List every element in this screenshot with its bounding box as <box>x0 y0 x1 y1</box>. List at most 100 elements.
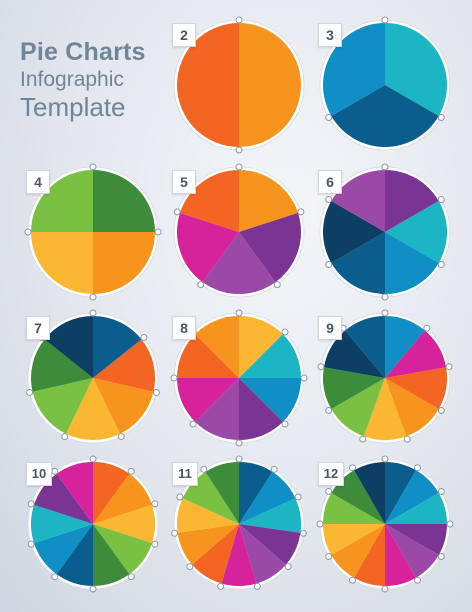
chart-number-badge: 12 <box>318 462 344 486</box>
pie-slice <box>177 334 239 378</box>
divider-dot <box>349 576 356 584</box>
divider-dot <box>217 582 225 590</box>
divider-dot <box>27 540 35 548</box>
divider-dot <box>173 208 181 216</box>
pie-slice <box>323 330 385 378</box>
chart-number-badge: 5 <box>172 170 196 194</box>
pie-slice <box>176 212 239 283</box>
divider-dot <box>186 563 194 571</box>
pie-slice <box>93 462 130 524</box>
pie-slice <box>30 504 93 544</box>
divider-dot <box>403 435 411 443</box>
divider-dot <box>235 163 243 171</box>
pie-slice <box>385 462 416 524</box>
pie-slice <box>385 524 447 555</box>
divider-dot <box>297 208 305 216</box>
divider-dot <box>89 455 97 463</box>
pie-slice <box>93 524 130 586</box>
pie-slice <box>385 330 447 378</box>
pie-slice <box>345 316 385 378</box>
divider-dot <box>89 585 97 593</box>
pie-slice <box>93 170 155 232</box>
pie-slice <box>385 524 439 578</box>
pie-slice <box>385 367 448 409</box>
divider-dot <box>381 585 389 593</box>
divider-dot <box>325 114 333 121</box>
chart-number-badge: 6 <box>318 170 342 194</box>
chart-number-badge: 2 <box>172 23 196 47</box>
pie-slice <box>239 212 302 283</box>
divider-dot <box>381 293 389 301</box>
chart-number-badge: 7 <box>26 316 50 340</box>
divider-dot <box>235 455 243 463</box>
pie-slice <box>331 470 385 524</box>
pie-slice <box>239 462 273 524</box>
divider-dot <box>127 467 135 475</box>
pie-slice <box>385 316 425 378</box>
divider-dot <box>299 529 307 537</box>
pie-slice <box>93 473 152 524</box>
pie-slice <box>239 378 301 422</box>
pie-slice <box>34 473 93 524</box>
pie-slice <box>192 524 239 584</box>
divider-dot <box>273 281 281 289</box>
divider-dot <box>359 435 367 443</box>
divider-dot <box>171 529 179 537</box>
pie-slice <box>331 232 385 294</box>
divider-dot <box>325 196 333 203</box>
pie-slice <box>93 504 156 544</box>
pie-slice <box>385 470 439 524</box>
divider-dot <box>24 228 32 236</box>
divider-dot <box>127 573 135 581</box>
pie-slice <box>177 23 239 147</box>
pie-slice <box>177 378 239 422</box>
divider-dot <box>325 261 333 268</box>
pie-slice <box>93 232 155 294</box>
divider-dot <box>154 228 162 236</box>
divider-dot <box>437 196 445 203</box>
title-line-3: Template <box>20 92 126 122</box>
divider-dot <box>51 573 59 581</box>
chart-number-badge: 8 <box>172 316 196 340</box>
divider-dot <box>281 420 289 428</box>
divider-dot <box>61 433 69 441</box>
pie-slice <box>56 524 93 586</box>
pie-slice <box>34 524 93 575</box>
pie-slice <box>56 462 93 524</box>
divider-dot <box>437 114 445 121</box>
divider-dot <box>253 582 261 590</box>
divider-dot <box>300 374 308 382</box>
pie-chart-7 <box>26 309 160 444</box>
pie-slice <box>31 232 93 294</box>
pie-slice <box>205 462 239 524</box>
pie-slice <box>363 378 407 441</box>
pie-slice <box>331 85 439 147</box>
pie-slice <box>331 170 385 232</box>
pie-slice <box>385 493 447 524</box>
pie-slice <box>93 316 142 378</box>
chart-number-badge: 4 <box>26 170 50 194</box>
divider-dot <box>197 281 205 289</box>
divider-dot <box>281 328 289 336</box>
divider-dot <box>235 309 243 317</box>
divider-dot <box>151 540 159 548</box>
pie-slice <box>239 471 296 524</box>
divider-dot <box>200 465 208 473</box>
divider-dot <box>381 16 389 24</box>
pie-slice <box>354 462 385 524</box>
pie-slice <box>385 23 447 116</box>
pie-slice <box>322 367 385 409</box>
divider-dot <box>170 374 178 382</box>
divider-dot <box>89 293 97 301</box>
pie-chart-9 <box>317 309 453 444</box>
pie-chart-5 <box>173 163 305 298</box>
divider-dot <box>381 163 389 171</box>
divider-dot <box>349 464 356 472</box>
pie-slice <box>202 232 276 294</box>
divider-dot <box>325 488 333 495</box>
divider-dot <box>152 388 160 396</box>
divider-dot <box>189 420 197 428</box>
divider-dot <box>446 520 454 528</box>
divider-dot <box>423 324 431 332</box>
